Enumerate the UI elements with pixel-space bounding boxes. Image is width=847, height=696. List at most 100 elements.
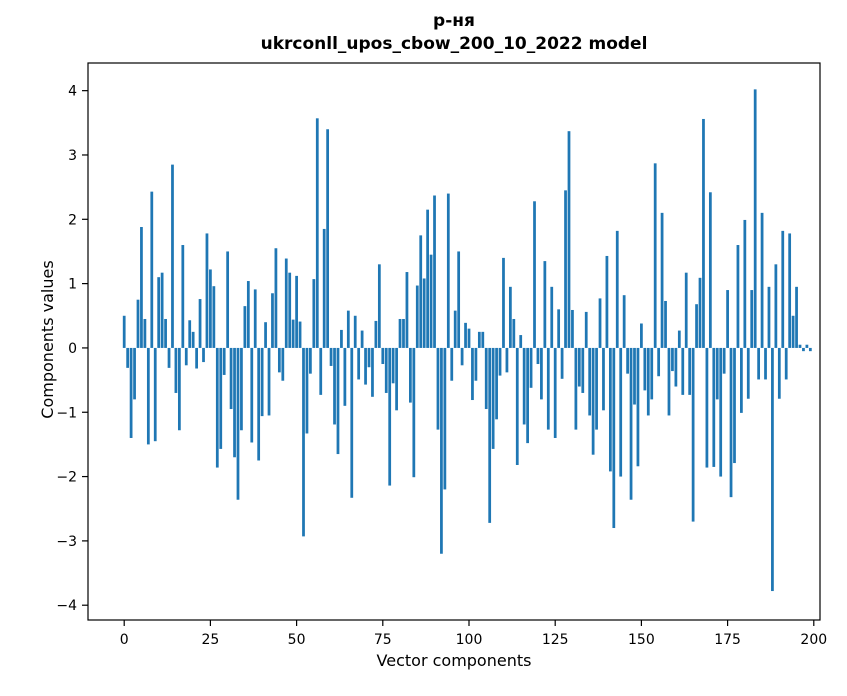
bar — [446, 193, 450, 348]
bar — [291, 319, 295, 348]
bar — [246, 281, 250, 348]
bar — [608, 347, 612, 472]
bar — [543, 261, 547, 348]
bar — [467, 328, 471, 348]
bar — [288, 272, 292, 348]
bar — [626, 347, 629, 374]
bar — [284, 258, 288, 348]
bar — [426, 209, 429, 348]
x-tick-label: 100 — [456, 632, 483, 648]
bar — [698, 277, 702, 348]
bar — [615, 230, 619, 348]
bar — [567, 131, 571, 348]
bar — [471, 347, 474, 401]
bar — [326, 129, 330, 348]
bar — [505, 347, 509, 373]
bar — [564, 190, 567, 348]
bar — [757, 347, 761, 380]
bar — [474, 347, 478, 381]
bar — [274, 248, 278, 348]
x-tick-label: 150 — [628, 632, 655, 648]
bar — [629, 347, 633, 500]
bar — [122, 315, 126, 348]
bar — [560, 347, 564, 379]
bar — [188, 320, 192, 348]
bar — [177, 347, 181, 431]
bar — [481, 331, 485, 348]
bar — [574, 347, 578, 430]
bar — [784, 347, 788, 380]
bar — [191, 331, 195, 348]
bar — [495, 347, 498, 420]
y-tick-label: 2 — [68, 212, 77, 228]
bar — [795, 286, 798, 348]
bar — [143, 318, 147, 348]
bar — [515, 347, 519, 465]
bar — [260, 347, 264, 417]
bar — [722, 347, 726, 374]
bar — [205, 233, 209, 348]
bar — [519, 335, 523, 348]
bars — [122, 89, 812, 592]
bar — [357, 347, 361, 380]
bar — [691, 347, 695, 522]
bar — [777, 347, 781, 399]
bar — [598, 298, 602, 348]
bar — [436, 347, 440, 430]
bar — [636, 347, 640, 467]
bar — [271, 293, 274, 348]
y-tick-label: −4 — [56, 598, 77, 614]
bar — [657, 347, 661, 377]
bar — [422, 278, 426, 348]
bar — [695, 304, 698, 348]
bar — [150, 191, 154, 348]
bar — [312, 279, 316, 348]
bar — [340, 329, 343, 348]
bar — [726, 290, 729, 348]
bar — [605, 255, 609, 348]
x-tick-label: 200 — [800, 632, 827, 648]
bar — [398, 318, 402, 348]
y-tick-label: 3 — [68, 148, 77, 164]
bar — [429, 254, 433, 348]
bar — [198, 299, 202, 348]
bar — [153, 347, 157, 442]
chart-subtitle: ukrconll_upos_cbow_200_10_2022 model — [260, 34, 648, 54]
bar — [412, 347, 416, 478]
bar — [581, 347, 585, 393]
bar — [767, 286, 771, 348]
bar — [522, 347, 526, 425]
bar — [367, 347, 371, 368]
y-axis-label: Components values — [38, 260, 57, 419]
bar — [243, 306, 247, 348]
bar — [674, 347, 678, 387]
bar — [533, 201, 536, 348]
bar — [229, 347, 233, 410]
bar — [602, 347, 605, 411]
bar — [788, 233, 792, 348]
bar — [477, 331, 481, 348]
bar — [322, 228, 326, 348]
x-tick-label: 175 — [714, 632, 741, 648]
y-tick-label: 0 — [68, 341, 77, 357]
bar — [395, 347, 398, 411]
bar — [160, 272, 164, 348]
bar — [664, 300, 667, 348]
bar — [619, 347, 623, 477]
bar — [181, 245, 185, 348]
bar — [781, 230, 785, 348]
chart-title: р-ня — [433, 11, 475, 31]
bar — [736, 245, 740, 348]
bar — [381, 347, 385, 365]
bar — [660, 212, 664, 348]
bar — [488, 347, 492, 523]
bar — [688, 347, 692, 395]
bar — [591, 347, 595, 455]
bar — [540, 347, 543, 400]
bar — [302, 347, 305, 537]
bar — [802, 347, 805, 352]
bar — [209, 269, 212, 348]
bar — [146, 347, 150, 445]
